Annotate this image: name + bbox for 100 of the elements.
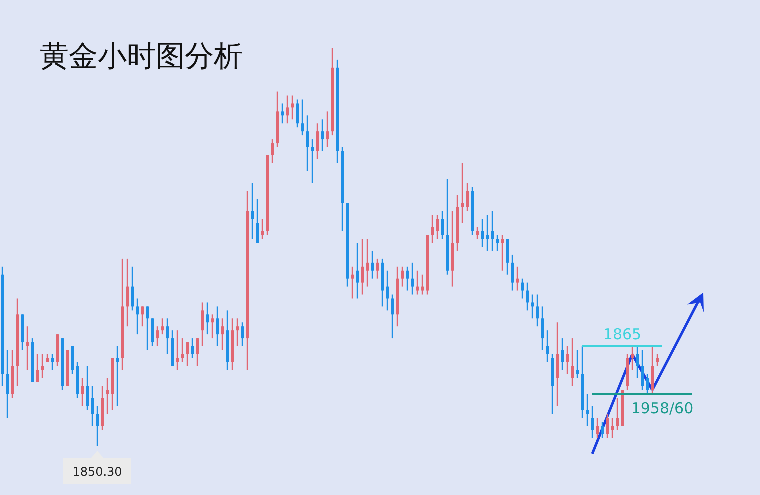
candlestick bbox=[51, 354, 54, 371]
candlestick bbox=[236, 318, 239, 348]
candlestick bbox=[496, 234, 499, 252]
text: 1850.30 bbox=[72, 465, 122, 479]
candlestick bbox=[526, 282, 529, 312]
candlestick bbox=[616, 398, 619, 431]
candlestick bbox=[256, 198, 259, 244]
candlestick bbox=[41, 354, 44, 379]
candlestick bbox=[606, 414, 609, 439]
candlestick bbox=[541, 306, 544, 352]
candlestick bbox=[566, 346, 569, 375]
candlestick bbox=[371, 250, 374, 280]
candlestick bbox=[151, 318, 154, 348]
candlestick bbox=[91, 386, 94, 427]
candlestick bbox=[651, 346, 654, 395]
candlestick bbox=[601, 422, 604, 439]
candlestick bbox=[401, 266, 404, 288]
candlestick bbox=[591, 406, 594, 439]
candlestick bbox=[136, 298, 139, 336]
candlestick bbox=[376, 258, 379, 280]
candlestick bbox=[26, 326, 29, 371]
candlestick bbox=[36, 354, 39, 383]
annotation: 1958/60 bbox=[631, 399, 694, 418]
candlestick bbox=[641, 350, 644, 391]
candlestick bbox=[81, 378, 84, 407]
candlestick bbox=[221, 318, 224, 352]
candlestick bbox=[556, 322, 559, 407]
candlestick bbox=[506, 238, 509, 276]
candlestick bbox=[491, 210, 494, 252]
chart-title: 黄金小时图分析 bbox=[40, 39, 243, 73]
candlestick bbox=[501, 234, 504, 272]
candlestick bbox=[611, 418, 614, 439]
candlestick bbox=[161, 318, 164, 336]
candlestick bbox=[291, 95, 294, 120]
candlestick bbox=[421, 274, 424, 296]
candlestick bbox=[181, 338, 184, 364]
candlestick bbox=[636, 346, 639, 379]
candlestick bbox=[106, 378, 109, 415]
candlestick bbox=[286, 95, 289, 124]
candlestick bbox=[326, 111, 329, 148]
candlestick bbox=[406, 266, 409, 292]
candlestick bbox=[166, 318, 169, 356]
candlestick bbox=[251, 182, 254, 240]
candlestick bbox=[416, 270, 419, 296]
candlestick bbox=[191, 338, 194, 360]
candlestick bbox=[586, 394, 589, 427]
candlestick bbox=[476, 226, 479, 240]
candlestick bbox=[531, 294, 534, 320]
candlestick bbox=[201, 302, 204, 348]
candlestick bbox=[351, 266, 354, 300]
candlestick bbox=[391, 294, 394, 340]
candlestick bbox=[271, 138, 274, 164]
candlestick bbox=[511, 254, 514, 292]
candlestick bbox=[441, 210, 444, 240]
candlestick bbox=[486, 214, 489, 252]
candlestick bbox=[646, 374, 649, 395]
candlestick bbox=[356, 242, 359, 300]
candlestick bbox=[126, 258, 129, 328]
candlestick bbox=[481, 218, 484, 248]
candlestick bbox=[596, 418, 599, 439]
candlestick bbox=[146, 306, 149, 352]
candlestick bbox=[536, 294, 539, 328]
candlestick bbox=[366, 238, 369, 288]
candlestick bbox=[176, 330, 179, 371]
candlestick bbox=[461, 162, 464, 224]
candlestick bbox=[436, 214, 439, 240]
candlestick bbox=[361, 238, 364, 296]
candlestick bbox=[516, 266, 519, 292]
candlestick bbox=[131, 266, 134, 312]
candlestick bbox=[71, 346, 74, 375]
candlestick bbox=[296, 99, 299, 128]
candlestick bbox=[206, 302, 209, 336]
candlestick bbox=[141, 306, 144, 328]
candlestick bbox=[306, 115, 309, 172]
candlestick bbox=[546, 330, 549, 364]
candlestick bbox=[301, 99, 304, 136]
candlestick bbox=[411, 262, 414, 296]
candlestick bbox=[466, 182, 469, 212]
candlestick bbox=[431, 214, 434, 244]
candlestick bbox=[656, 354, 659, 367]
candlestick bbox=[196, 338, 199, 367]
annotation: 1865 bbox=[603, 326, 642, 344]
candlestick bbox=[96, 406, 99, 447]
candlestick bbox=[631, 346, 634, 371]
candlestick bbox=[261, 218, 264, 240]
candlestick bbox=[156, 326, 159, 348]
candlestick bbox=[216, 306, 219, 348]
candlestick bbox=[311, 138, 314, 184]
candlestick bbox=[561, 338, 564, 371]
candlestick bbox=[571, 338, 574, 387]
candlestick bbox=[186, 342, 189, 367]
candlestick bbox=[86, 366, 89, 411]
candlestick bbox=[211, 314, 214, 340]
candlestick bbox=[316, 123, 319, 160]
candlestick bbox=[386, 270, 389, 312]
candlestick bbox=[321, 119, 324, 152]
candlestick bbox=[576, 350, 579, 379]
candlestick bbox=[116, 346, 119, 407]
candlestick bbox=[281, 103, 284, 124]
candlestick bbox=[6, 350, 9, 419]
